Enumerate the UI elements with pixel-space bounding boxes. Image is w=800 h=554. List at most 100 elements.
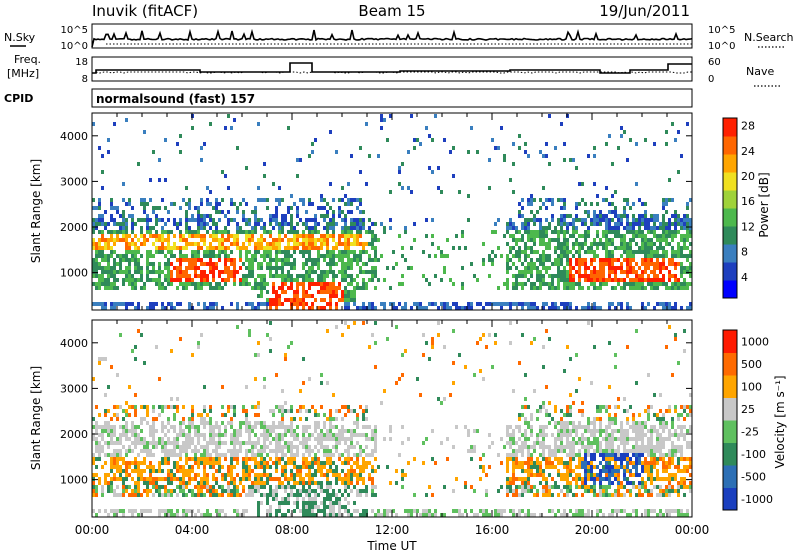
range-gate-cell	[518, 134, 521, 138]
range-gate-cell	[155, 230, 158, 234]
range-gate-cell	[242, 262, 245, 266]
range-gate-cell	[251, 270, 254, 274]
range-gate-cell	[374, 286, 377, 290]
range-gate-cell	[602, 513, 605, 517]
range-gate-cell	[512, 302, 515, 306]
range-gate-cell	[101, 437, 104, 441]
range-gate-cell	[566, 250, 569, 254]
range-gate-cell	[332, 270, 335, 274]
range-gate-cell	[197, 274, 200, 278]
range-gate-cell	[98, 230, 101, 234]
range-gate-cell	[509, 477, 512, 481]
range-gate-cell	[668, 234, 671, 238]
range-gate-cell	[509, 302, 512, 306]
range-gate-cell	[608, 445, 611, 449]
range-gate-cell	[590, 433, 593, 437]
range-gate-cell	[506, 481, 509, 485]
range-gate-cell	[224, 230, 227, 234]
range-gate-cell	[506, 286, 509, 290]
range-gate-cell	[305, 218, 308, 222]
range-gate-cell	[281, 413, 284, 417]
range-gate-cell	[515, 302, 518, 306]
range-gate-cell	[224, 262, 227, 266]
range-gate-cell	[362, 413, 365, 417]
range-gate-cell	[368, 242, 371, 246]
range-gate-cell	[254, 477, 257, 481]
range-gate-cell	[215, 421, 218, 425]
range-gate-cell	[275, 218, 278, 222]
range-gate-cell	[356, 421, 359, 425]
range-gate-cell	[305, 489, 308, 493]
range-gate-cell	[146, 270, 149, 274]
range-gate-cell	[260, 274, 263, 278]
range-gate-cell	[662, 262, 665, 266]
range-gate-cell	[548, 162, 551, 166]
range-gate-cell	[302, 274, 305, 278]
range-gate-cell	[95, 405, 98, 409]
range-gate-cell	[686, 122, 689, 126]
range-gate-cell	[122, 258, 125, 262]
range-gate-cell	[506, 465, 509, 469]
range-gate-cell	[605, 437, 608, 441]
range-gate-cell	[119, 226, 122, 230]
range-gate-cell	[158, 282, 161, 286]
range-gate-cell	[644, 226, 647, 230]
range-gate-cell	[449, 306, 452, 310]
range-gate-cell	[215, 226, 218, 230]
range-gate-cell	[122, 409, 125, 413]
range-gate-cell	[581, 182, 584, 186]
range-gate-cell	[686, 238, 689, 242]
range-gate-cell	[323, 286, 326, 290]
range-gate-cell	[158, 461, 161, 465]
range-gate-cell	[245, 457, 248, 461]
range-gate-cell	[569, 214, 572, 218]
range-gate-cell	[101, 266, 104, 270]
range-gate-cell	[212, 230, 215, 234]
range-gate-cell	[242, 473, 245, 477]
range-gate-cell	[650, 242, 653, 246]
range-gate-cell	[224, 473, 227, 477]
range-gate-cell	[158, 489, 161, 493]
range-gate-cell	[248, 441, 251, 445]
range-gate-cell	[137, 437, 140, 441]
range-gate-cell	[578, 234, 581, 238]
range-gate-cell	[512, 142, 515, 146]
range-gate-cell	[464, 365, 467, 369]
range-gate-cell	[161, 469, 164, 473]
range-gate-cell	[173, 429, 176, 433]
range-gate-cell	[251, 302, 254, 306]
range-gate-cell	[527, 461, 530, 465]
range-gate-cell	[167, 469, 170, 473]
range-gate-cell	[332, 278, 335, 282]
range-gate-cell	[272, 214, 275, 218]
range-gate-cell	[266, 497, 269, 501]
range-gate-cell	[437, 321, 440, 325]
range-gate-cell	[512, 477, 515, 481]
range-gate-cell	[593, 465, 596, 469]
range-gate-cell	[635, 270, 638, 274]
range-gate-cell	[143, 449, 146, 453]
range-gate-cell	[683, 226, 686, 230]
range-gate-cell	[542, 485, 545, 489]
range-gate-cell	[560, 513, 563, 517]
range-gate-cell	[305, 246, 308, 250]
range-gate-cell	[116, 485, 119, 489]
range-gate-cell	[227, 270, 230, 274]
range-gate-cell	[524, 254, 527, 258]
range-gate-cell	[542, 345, 545, 349]
range-gate-cell	[224, 238, 227, 242]
range-gate-cell	[95, 441, 98, 445]
range-gate-cell	[476, 513, 479, 517]
range-gate-cell	[368, 154, 371, 158]
range-gate-cell	[302, 198, 305, 202]
range-gate-cell	[218, 453, 221, 457]
range-gate-cell	[305, 465, 308, 469]
range-gate-cell	[653, 230, 656, 234]
range-gate-cell	[239, 250, 242, 254]
range-gate-cell	[584, 485, 587, 489]
range-gate-cell	[197, 429, 200, 433]
range-gate-cell	[527, 262, 530, 266]
range-gate-cell	[557, 485, 560, 489]
range-gate-cell	[416, 302, 419, 306]
range-gate-cell	[275, 298, 278, 302]
